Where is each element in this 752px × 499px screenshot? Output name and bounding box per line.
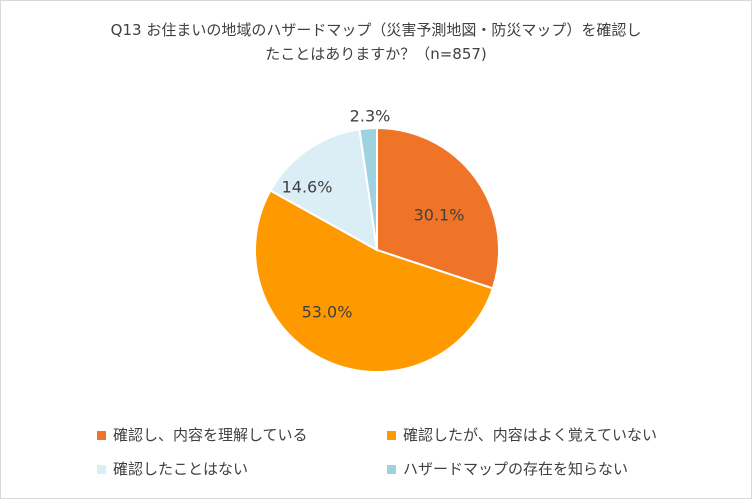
pie-slice-not-aware xyxy=(358,126,378,251)
pie-label-understood: 30.1% xyxy=(414,206,465,225)
pie-label-not-remember: 53.0% xyxy=(302,303,353,322)
pie-label-never-checked: 14.6% xyxy=(282,178,333,197)
chart-title-line-1: Q13 お住まいの地域のハザードマップ（災害予測地図・防災マップ）を確認し xyxy=(110,21,642,39)
chart-title: Q13 お住まいの地域のハザードマップ（災害予測地図・防災マップ）を確認し たこ… xyxy=(1,18,751,66)
pie-slice-never-checked xyxy=(269,128,379,252)
pie-label-not-aware: 2.3% xyxy=(350,107,391,126)
pie-slice-not-remember xyxy=(254,189,495,373)
pie-slice-understood xyxy=(376,126,500,290)
chart-title-line-2: たことはありますか？（n=857) xyxy=(265,45,487,63)
